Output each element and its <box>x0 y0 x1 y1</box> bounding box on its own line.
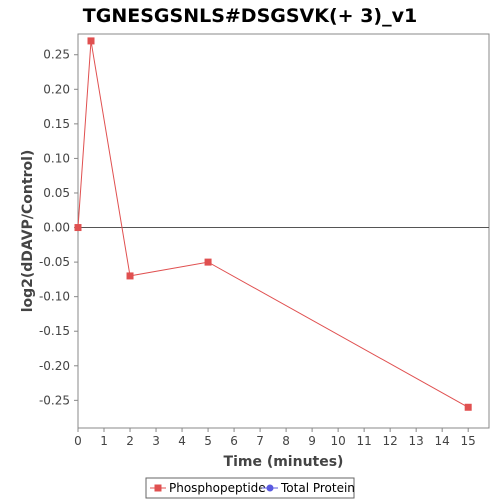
x-tick-label: 7 <box>256 434 264 448</box>
x-tick-label: 15 <box>461 434 476 448</box>
x-tick-label: 6 <box>230 434 238 448</box>
x-tick-label: 13 <box>409 434 424 448</box>
y-axis-ticks: 0.25 0.20 0.15 0.10 0.05 0.00 -0.05 -0.10 -0.15 -… <box>39 48 78 407</box>
legend: Phosphopeptide Total Protein <box>145 477 355 499</box>
x-tick-label: 5 <box>204 434 212 448</box>
x-tick-label: 8 <box>282 434 290 448</box>
x-axis-label: Time (minutes) <box>224 454 344 470</box>
legend-marker-phosphopeptide <box>154 484 162 492</box>
chart-title: TGNESGSNLS#DSGSVK(+ 3)_v1 <box>83 5 417 27</box>
x-tick-label: 10 <box>330 434 345 448</box>
x-tick-label: 2 <box>126 434 134 448</box>
y-tick-label: -0.05 <box>39 255 70 269</box>
y-tick-label: 0.05 <box>43 186 70 200</box>
x-axis-ticks: 0 1 2 3 4 5 6 7 8 9 10 11 12 13 14 15 <box>74 428 476 448</box>
x-tick-label: 9 <box>308 434 316 448</box>
x-tick-label: 1 <box>100 434 108 448</box>
x-tick-label: 3 <box>152 434 160 448</box>
y-tick-label: 0.25 <box>43 48 70 62</box>
data-point <box>126 272 134 280</box>
x-tick-label: 11 <box>356 434 371 448</box>
y-axis-label: log2(dDAVP/Control) <box>20 150 36 313</box>
legend-box <box>145 477 355 499</box>
y-tick-label: 0.20 <box>43 82 70 96</box>
y-tick-label: -0.20 <box>39 359 70 373</box>
legend-marker-total-protein <box>266 484 274 492</box>
y-tick-label: 0.15 <box>43 117 70 131</box>
data-point <box>74 224 82 232</box>
data-point <box>464 403 472 411</box>
x-tick-label: 4 <box>178 434 186 448</box>
y-tick-label: 0.10 <box>43 151 70 165</box>
data-point <box>204 258 212 266</box>
y-tick-label: -0.10 <box>39 290 70 304</box>
x-tick-label: 12 <box>383 434 398 448</box>
legend-label-total-protein: Total Protein <box>280 481 355 495</box>
legend-item-phosphopeptide: Phosphopeptide <box>150 481 266 495</box>
data-point <box>87 37 95 45</box>
legend-label-phosphopeptide: Phosphopeptide <box>169 481 266 495</box>
y-tick-label: -0.15 <box>39 324 70 338</box>
y-tick-label: 0.00 <box>43 221 70 235</box>
x-tick-label: 0 <box>74 434 82 448</box>
y-tick-label: -0.25 <box>39 393 70 407</box>
plot-area <box>77 33 490 429</box>
x-tick-label: 14 <box>435 434 450 448</box>
series-layer <box>74 37 472 411</box>
legend-item-total-protein: Total Protein <box>262 481 355 495</box>
